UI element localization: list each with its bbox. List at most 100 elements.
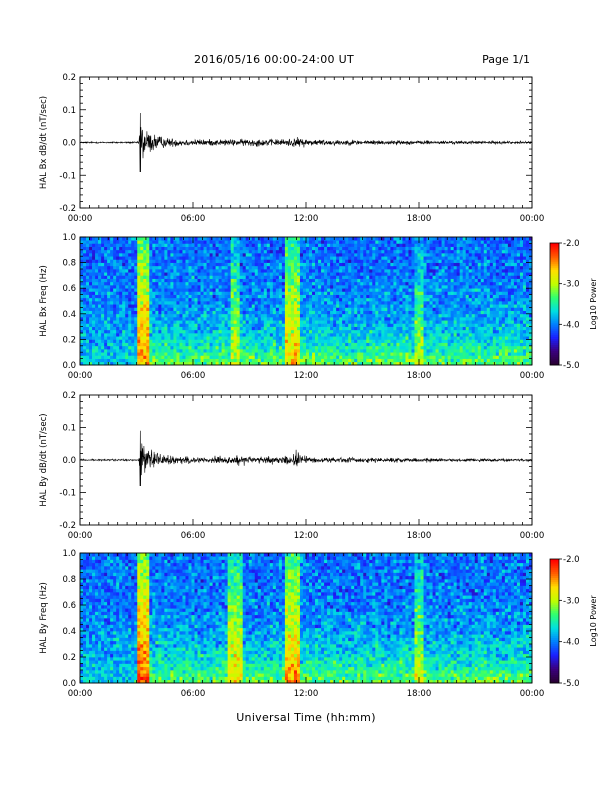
spectrogram-cell [188,285,192,289]
spectrogram-cell [260,329,265,334]
spectrogram-cell [423,349,427,353]
spectrogram-cell [366,259,370,263]
spectrogram-cell [251,249,256,254]
spectrogram-cell [203,281,207,286]
spectrogram-cell [348,355,352,359]
spectrogram-cell [164,269,168,273]
spectrogram-cell [98,291,102,295]
spectrogram-cell [281,249,286,254]
spectrogram-cell [113,358,117,363]
spectrogram-cell [152,358,156,363]
spectrogram-cell [89,294,93,299]
spectrogram-cell [363,278,367,283]
spectrogram-cell [92,358,96,363]
spectrogram-cell [327,326,331,331]
spectrogram-cell [224,304,228,308]
spectrogram-cell [345,243,349,247]
spectrogram-cell [390,246,394,251]
spectrogram-cell [155,243,159,247]
spectrogram-cell [98,326,102,331]
spectrogram-cell [140,285,144,289]
spectrogram-cell [200,326,204,331]
spectrogram-cell [399,294,403,299]
spectrogram-cell [185,272,189,276]
spectrogram-cell [435,262,439,267]
spectrogram-cell [146,285,150,289]
spectrogram-cell [158,336,162,340]
spectrogram-cell [179,310,183,315]
spectrogram-cell [188,339,192,343]
spectrogram-cell [110,326,114,331]
spectrogram-cell [402,329,406,334]
spectrogram-cell [236,253,241,257]
spectrogram-cell [218,345,222,350]
spectrogram-cell [318,265,322,270]
spectrogram-cell [128,307,132,311]
spectrogram-cell [140,301,144,305]
spectrogram-cell [86,358,90,363]
spectrogram-cell [197,333,201,337]
spectrogram-cell [197,256,201,260]
spectrogram-cell [360,323,364,327]
spectrogram-cell [92,323,96,327]
spectrogram-cell [333,336,337,340]
spectrogram-cell [336,269,340,273]
spectrogram-cell [179,243,183,247]
spectrogram-cell [83,288,87,292]
spectrogram-cell [233,358,238,363]
spectrogram-cell [351,329,355,334]
spectrogram-cell [426,297,430,302]
spectrogram-cell [372,317,376,321]
spectrogram-cell [188,269,192,273]
spectrogram-cell [230,259,235,263]
spectrogram-cell [92,291,96,295]
spectrogram-cell [420,329,424,334]
spectrogram-cell [107,291,111,295]
spectrogram-cell [423,272,427,276]
spectrogram-cell [167,336,171,340]
spectrogram-cell [417,297,421,302]
spectrogram-cell [254,310,259,315]
spectrogram-cell [284,240,289,244]
spectrogram-cell [354,342,358,347]
spectrogram-cell [327,320,331,324]
spectrogram-cell [372,243,376,247]
spectrogram-cell [333,304,337,308]
spectrogram-cell [333,269,337,273]
spectrogram-cell [137,355,141,359]
spectrogram-cell [312,249,316,254]
spectrogram-cell [80,265,84,270]
spectrogram-cell [336,256,340,260]
spectrogram-cell [260,361,265,366]
spectrogram-cell [387,333,391,337]
spectrogram-cell [302,304,307,308]
spectrogram-cell [330,329,334,334]
spectrogram-cell [387,265,391,270]
spectrogram-cell [110,288,114,292]
spectrogram-cell [146,237,150,241]
spectrogram-cell [260,317,265,321]
spectrogram-cell [182,326,186,331]
spectrogram-cell [170,246,174,251]
spectrogram-cell [293,358,298,363]
spectrogram-cell [134,240,138,244]
spectrogram-cell [188,272,192,276]
spectrogram-cell [363,358,367,363]
spectrogram-cell [417,320,421,324]
spectrogram-cell [426,291,430,295]
spectrogram-cell [393,358,397,363]
spectrogram-cell [200,358,204,363]
spectrogram-cell [248,342,253,347]
spectrogram-cell [239,269,244,273]
spectrogram-cell [203,329,207,334]
spectrogram-cell [179,342,183,347]
spectrogram-cell [236,275,241,279]
spectrogram-cell [143,361,147,366]
spectrogram-cell [378,256,382,260]
spectrogram-cell [278,352,283,356]
spectrogram-cell [438,352,442,356]
spectrogram-cell [158,237,162,241]
spectrogram-cell [122,262,126,267]
spectrogram-cell [293,253,298,257]
spectrogram-cell [248,240,253,244]
